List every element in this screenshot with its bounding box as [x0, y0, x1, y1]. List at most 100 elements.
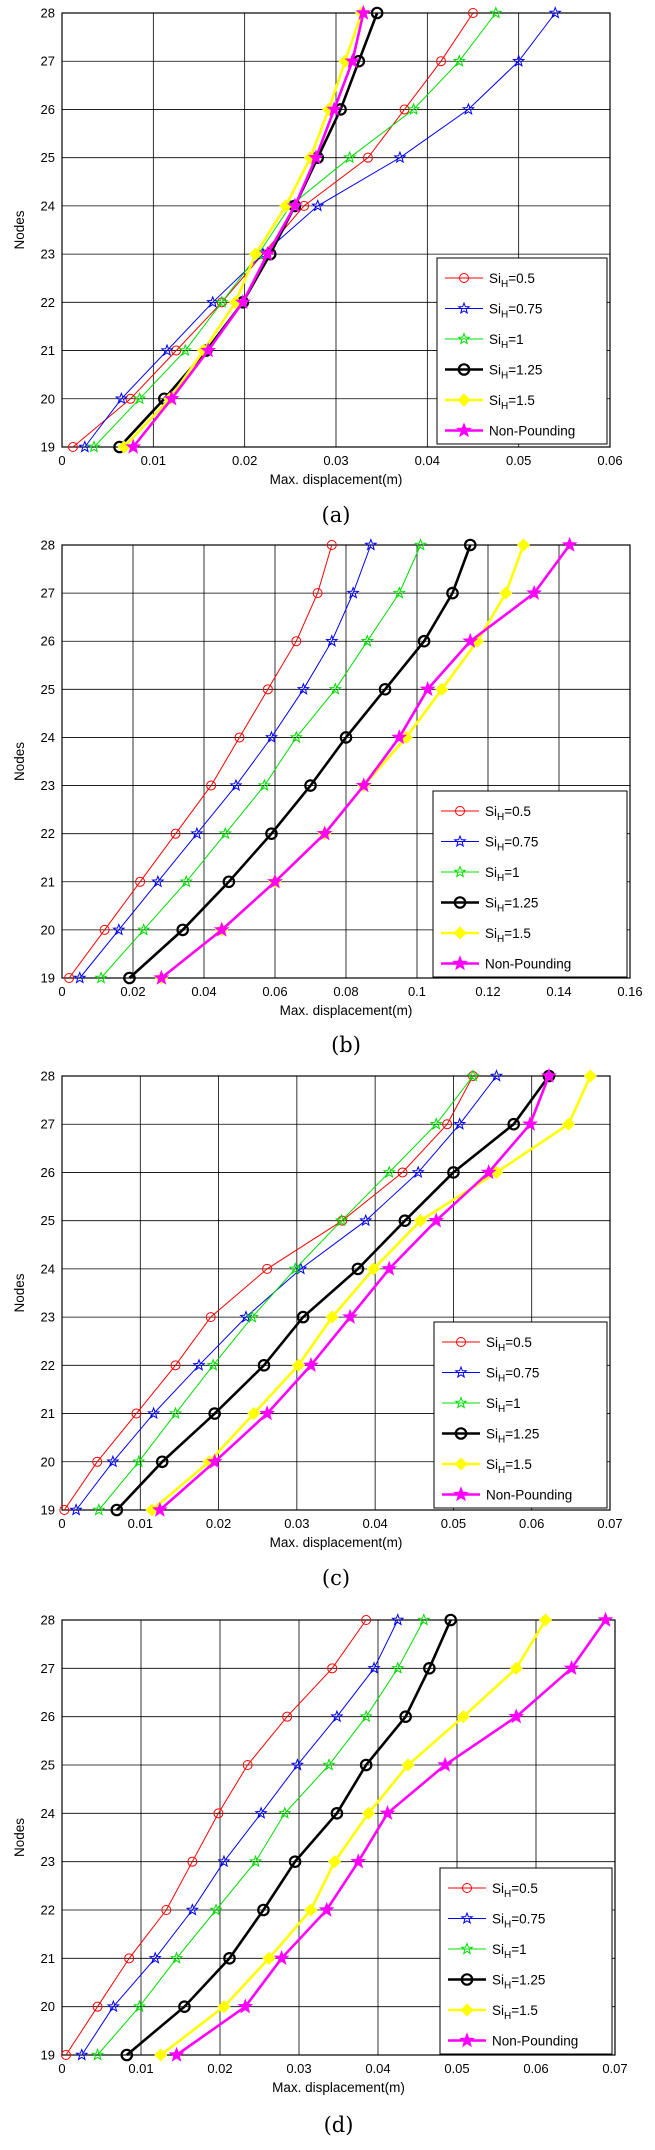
x-tick-label: 0.12 [475, 984, 500, 999]
data-point [155, 1455, 169, 1469]
legend-box [433, 1321, 608, 1509]
series-3 [94, 538, 428, 984]
series-line [125, 1619, 452, 2056]
data-point [248, 1854, 263, 1868]
data-point [264, 730, 279, 744]
data-point [59, 1505, 70, 1515]
data-point [92, 2001, 103, 2012]
data-point [213, 921, 230, 937]
x-tick-label: 0.05 [444, 2061, 469, 2076]
x-tick-label: 0.04 [191, 984, 216, 999]
y-tick-label: 26 [41, 1165, 55, 1180]
x-tick-label: 0.14 [546, 984, 571, 999]
data-point [311, 198, 325, 212]
data-point [398, 1214, 412, 1227]
data-point [563, 1660, 580, 1676]
x-tick-label: 0.01 [128, 2061, 153, 2076]
data-point [208, 1407, 221, 1420]
series-line [115, 1075, 550, 1511]
data-point [124, 1953, 135, 1964]
data-point [262, 1263, 273, 1274]
data-point [217, 2000, 231, 2014]
series-5 [154, 1613, 553, 2062]
chart-caption: (b) [331, 1033, 361, 1057]
legend-marker [454, 1457, 468, 1471]
series-line [160, 544, 571, 980]
data-point [303, 1357, 319, 1373]
data-point [209, 1903, 223, 1916]
data-point [259, 1405, 275, 1421]
data-point [561, 1117, 576, 1131]
series-6 [125, 4, 372, 454]
series-line [68, 544, 333, 979]
data-point [343, 150, 357, 164]
data-point [417, 1613, 431, 1626]
data-point [154, 2048, 168, 2062]
data-point [151, 1501, 168, 1517]
y-axis-label: Nodes [12, 1818, 27, 1857]
data-point [185, 1903, 199, 1916]
data-point [509, 1661, 523, 1675]
y-tick-label: 22 [41, 826, 55, 841]
data-point [489, 6, 503, 19]
y-tick-label: 23 [41, 778, 55, 793]
data-point [60, 2050, 71, 2060]
y-tick-label: 21 [41, 343, 55, 358]
legend-label: SiH=1.25 [492, 1973, 545, 1992]
legend-marker [453, 834, 467, 848]
data-point [423, 1662, 436, 1675]
y-tick-label: 20 [41, 1454, 55, 1469]
legend-marker [453, 1486, 469, 1502]
data-point [413, 538, 428, 551]
x-tick-label: 0.01 [141, 453, 166, 468]
x-tick-label: 0.02 [207, 2061, 232, 2076]
x-tick-label: 0.05 [441, 1516, 466, 1531]
x-tick-label: 0.02 [120, 984, 145, 999]
x-tick-label: 0.07 [602, 2061, 627, 2076]
series-3 [90, 1613, 431, 2061]
data-point [160, 343, 174, 357]
x-tick-label: 0.03 [323, 453, 348, 468]
series-6 [153, 536, 578, 985]
data-point [170, 828, 181, 839]
series-line [159, 1075, 551, 1511]
y-tick-label: 27 [41, 54, 55, 69]
data-point [296, 682, 310, 695]
y-tick-label: 23 [41, 1854, 55, 1869]
legend-marker [460, 2003, 474, 2017]
series-1 [60, 1615, 372, 2060]
data-point [249, 247, 263, 261]
x-tick-label: 0.04 [415, 453, 440, 468]
series-line [97, 1619, 425, 2056]
data-point [435, 682, 449, 696]
x-tick-label: 0.02 [206, 1516, 231, 1531]
data-point [304, 779, 317, 792]
legend-marker [460, 1911, 474, 1925]
y-tick-label: 20 [41, 922, 55, 937]
data-point [583, 1069, 597, 1083]
data-point [597, 1611, 614, 1627]
data-point [192, 1358, 206, 1371]
data-point [468, 8, 478, 18]
x-tick-label: 0.02 [232, 453, 257, 468]
legend-label: SiH=1.5 [492, 2003, 538, 2022]
y-tick-label: 28 [41, 1613, 55, 1628]
chart-panel-4: 0 0.01 0.02 0.03 0.04 0.05 0.06 0.07 19 20 21 22 23 2… [12, 1611, 628, 2137]
legend-marker [457, 363, 471, 376]
data-point [206, 1358, 220, 1371]
data-point [507, 1117, 521, 1131]
plot-frame [61, 12, 611, 448]
data-point [257, 1359, 271, 1372]
legend: SiH=0.5 SiH=0.75 SiH=1 SiH=1.25 SiH=1.5 Non-P… [432, 790, 628, 978]
data-point [99, 924, 110, 935]
data-point [254, 1806, 268, 1819]
data-point [447, 1166, 460, 1179]
plot-frame [61, 544, 631, 979]
data-point [526, 584, 543, 600]
data-point [342, 1308, 358, 1324]
data-point [316, 825, 333, 841]
legend-label: SiH=1.5 [489, 393, 535, 412]
series-6 [168, 1611, 614, 2062]
data-point [391, 1613, 405, 1626]
data-point [106, 1999, 120, 2013]
